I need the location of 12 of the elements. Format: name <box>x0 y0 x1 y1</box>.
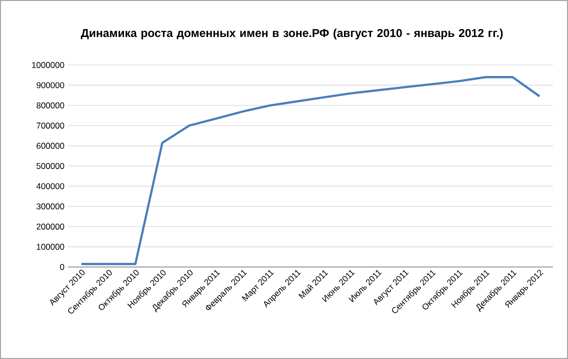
y-tick-label: 0 <box>60 264 64 270</box>
y-tick-label: 1000000 <box>32 62 64 68</box>
y-tick-label: 200000 <box>36 224 64 230</box>
y-tick-label: 300000 <box>36 203 64 210</box>
y-tick-label: 800000 <box>36 102 64 108</box>
y-tick-label: 900000 <box>36 82 64 88</box>
y-tick-label: 400000 <box>36 183 64 190</box>
chart-title: Динамика роста доменных имен в зоне.РФ (август 2010 - январь 2012 гг.) <box>80 28 503 40</box>
y-tick-label: 500000 <box>36 163 64 169</box>
y-tick-label: 600000 <box>36 142 64 149</box>
y-tick-label: 100000 <box>36 244 64 250</box>
y-tick-label: 700000 <box>36 122 64 129</box>
